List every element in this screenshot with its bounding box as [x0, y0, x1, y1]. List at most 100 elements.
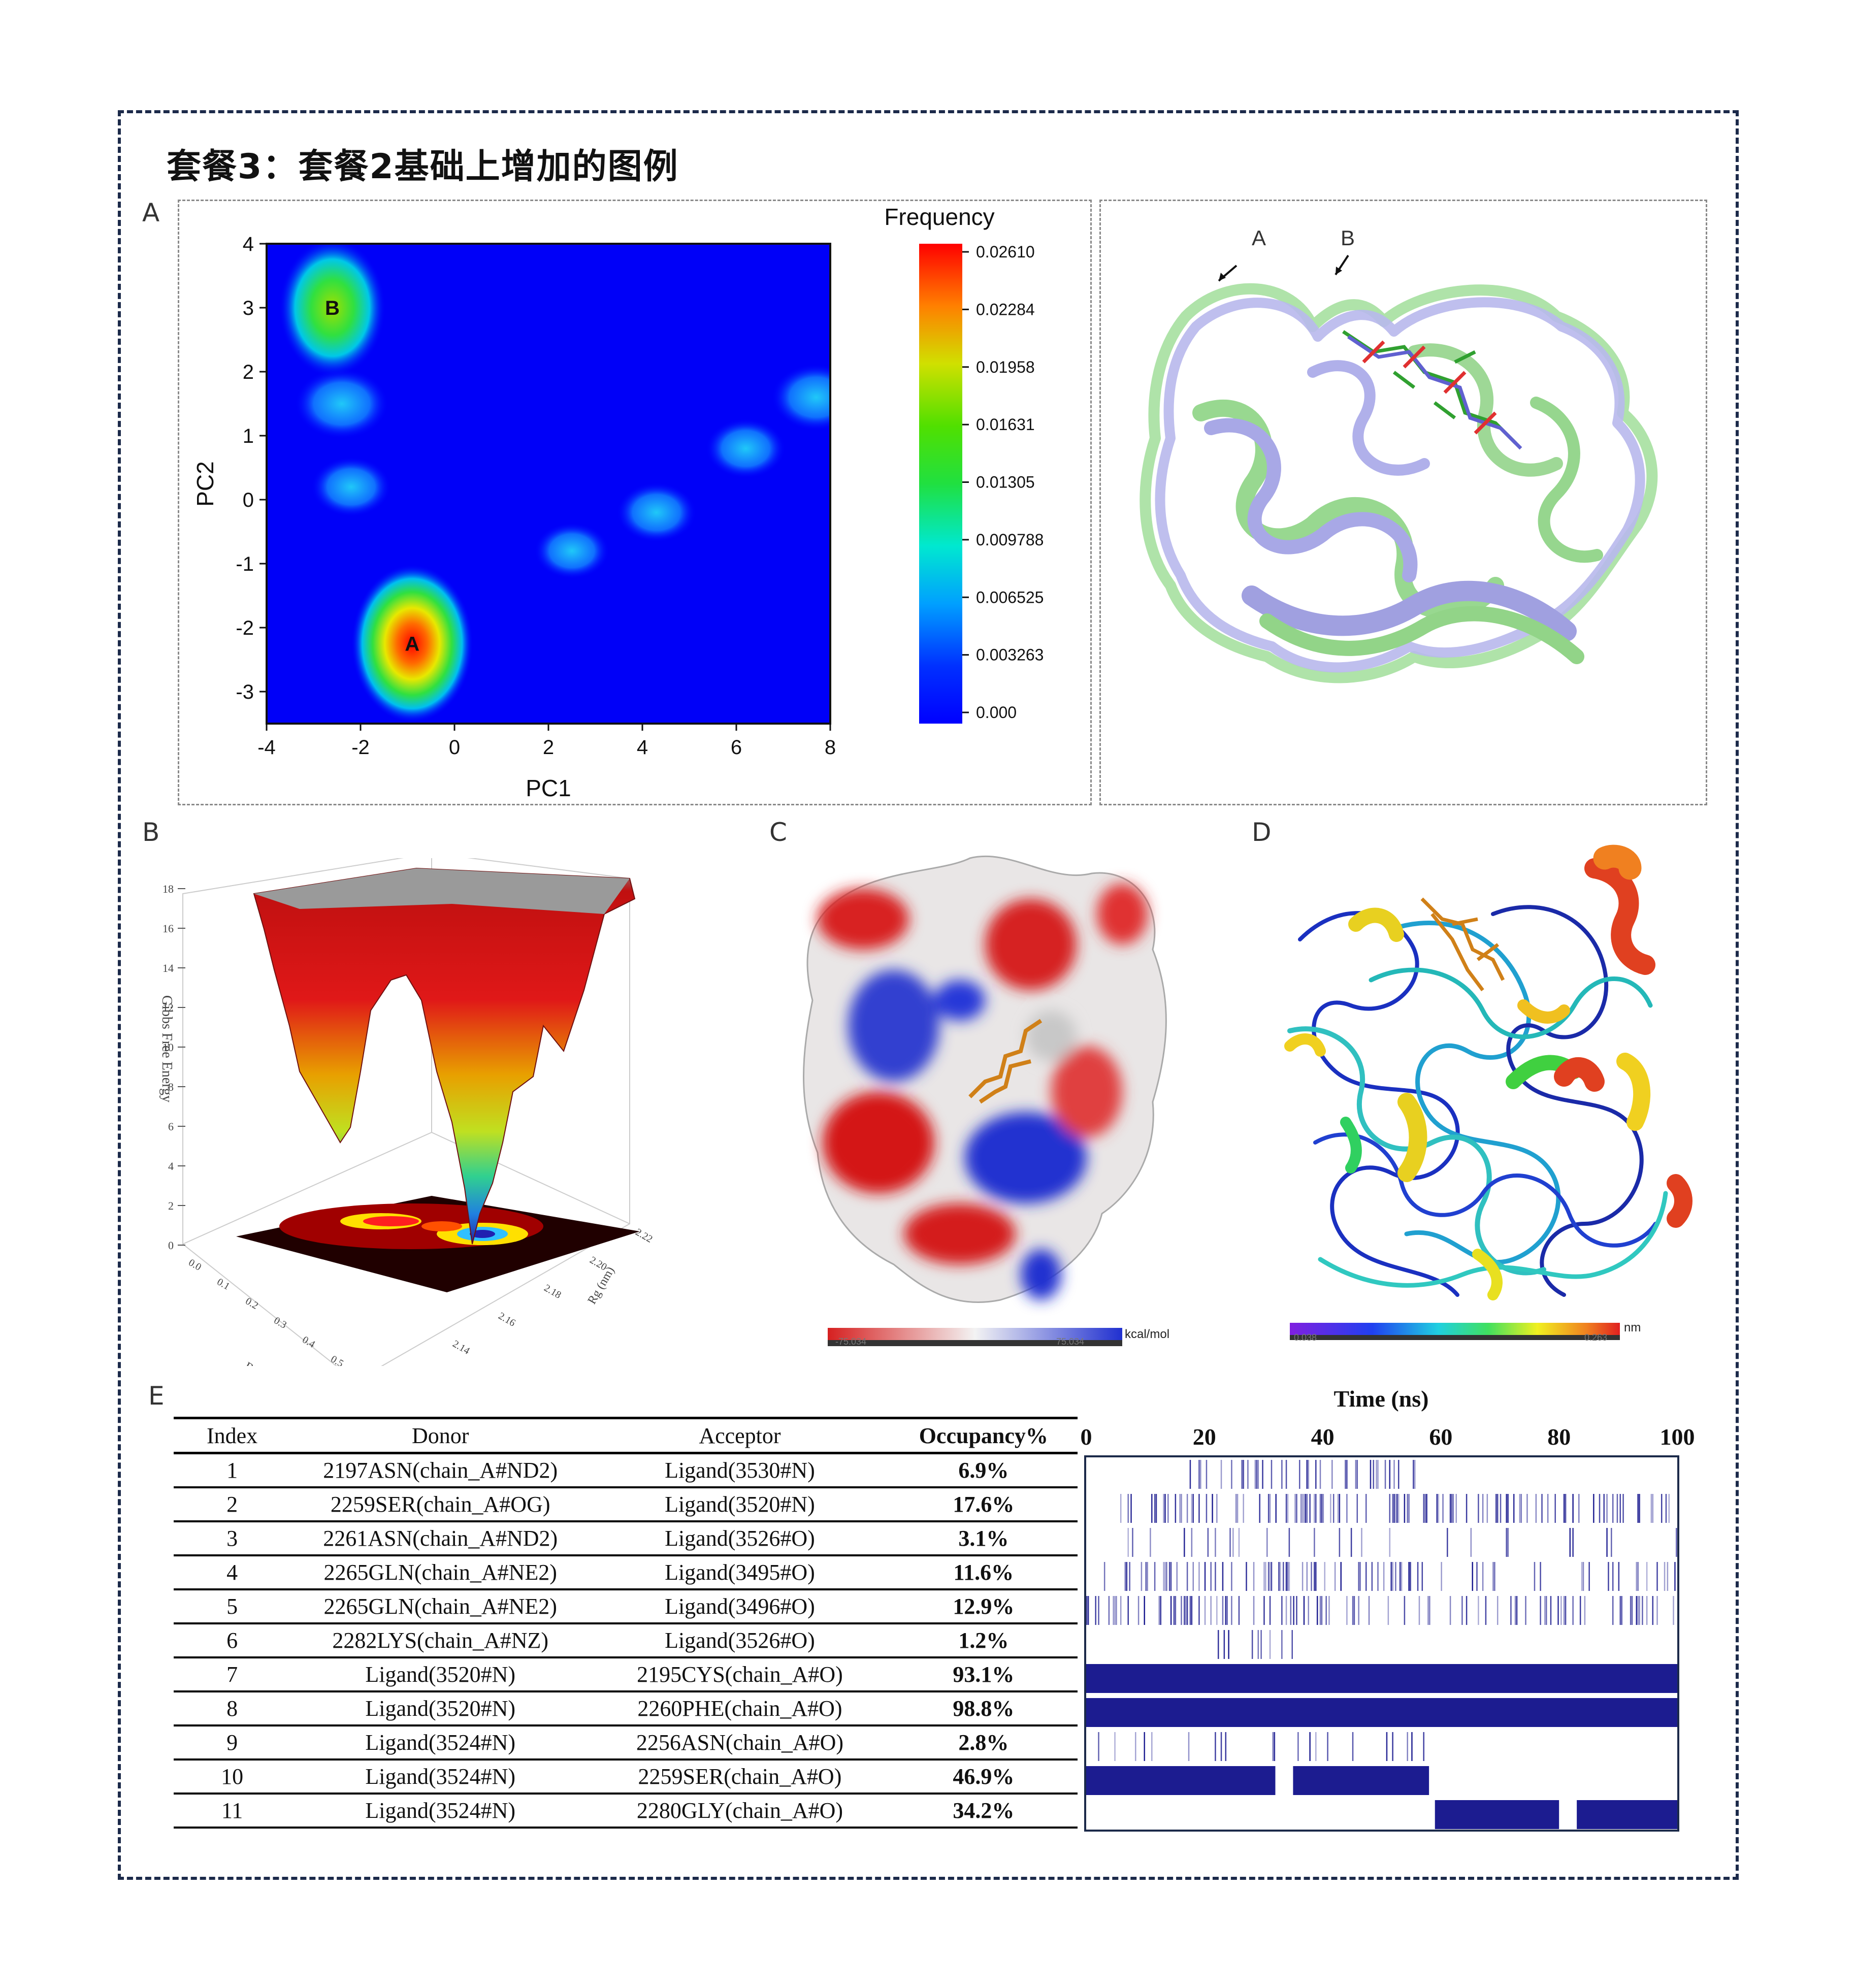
hbond-tick	[1314, 1494, 1315, 1523]
hbond-segment	[1577, 1800, 1677, 1829]
hbond-tick	[1251, 1630, 1253, 1659]
hbond-tick	[1198, 1460, 1200, 1489]
header-index: Index	[174, 1417, 291, 1454]
hbond-tick	[1243, 1460, 1244, 1489]
hbond-tick	[1098, 1596, 1099, 1625]
hbond-tick	[1192, 1562, 1194, 1591]
fel-z-label: Gibbs Free Energy	[159, 995, 175, 1102]
hbond-tick	[1257, 1630, 1259, 1659]
hbond-tick	[1408, 1494, 1410, 1523]
hbond-tick	[1311, 1562, 1312, 1591]
hbond-tick	[1291, 1630, 1293, 1659]
cell-index: 1	[174, 1453, 291, 1488]
hbond-tick	[1544, 1596, 1546, 1625]
y-tick-label: 4	[243, 233, 254, 255]
hbond-tick	[1229, 1528, 1231, 1557]
hbond-tick	[1253, 1596, 1255, 1625]
timeline-row	[1086, 1698, 1677, 1727]
x-tick-label: 8	[825, 736, 836, 759]
hbond-tick	[1319, 1596, 1321, 1625]
hbond-tick	[1189, 1460, 1191, 1489]
hbond-tick	[1383, 1562, 1385, 1591]
hbond-tick	[1191, 1494, 1193, 1523]
hbond-tick	[1429, 1596, 1430, 1625]
cell-index: 6	[174, 1623, 291, 1658]
hbond-tick	[1316, 1596, 1318, 1625]
hbond-tick	[1392, 1562, 1393, 1591]
cell-donor: 2259SER(chain_A#OG)	[290, 1487, 591, 1522]
hbond-tick	[1593, 1494, 1594, 1523]
hbond-tick	[1314, 1562, 1315, 1591]
fel-z-tick: 6	[168, 1120, 174, 1133]
hbond-tick	[1285, 1460, 1287, 1489]
hbond-tick	[1606, 1494, 1608, 1523]
hbond-tick	[1376, 1460, 1377, 1489]
hbond-tick	[1163, 1562, 1164, 1591]
hbond-tick	[1330, 1494, 1331, 1523]
hbond-tick	[1639, 1494, 1640, 1523]
hbond-tick	[1387, 1596, 1389, 1625]
electrostatic-surface: -75.034 75.034 kcal/mol	[803, 855, 1169, 1347]
table-row: 9 Ligand(3524#N) 2256ASN(chain_A#O) 2.8%	[174, 1725, 1078, 1761]
colorbar-tick-label: 0.009788	[976, 531, 1044, 549]
hbond-tick	[1150, 1528, 1151, 1557]
fel-z-tick: 8	[168, 1081, 174, 1093]
density-peak	[279, 244, 386, 377]
hbond-tick	[1269, 1596, 1271, 1625]
hbond-tick	[1359, 1562, 1361, 1591]
hbond-tick	[1321, 1596, 1323, 1625]
hbond-tick	[1421, 1562, 1423, 1591]
hbond-tick	[1220, 1732, 1222, 1761]
hbond-tick	[1328, 1596, 1330, 1625]
hbond-tick	[1269, 1630, 1271, 1659]
hbond-tick	[1418, 1596, 1420, 1625]
hbond-tick	[1350, 1528, 1352, 1557]
hbond-segment	[1086, 1766, 1276, 1795]
hbond-tick	[1393, 1494, 1395, 1523]
hbond-tick	[1315, 1460, 1317, 1489]
hbond-tick	[1127, 1528, 1129, 1557]
hbond-tick	[1303, 1596, 1305, 1625]
hbond-tick	[1637, 1494, 1639, 1523]
hbond-tick	[1441, 1562, 1442, 1591]
cell-donor: 2261ASN(chain_A#ND2)	[290, 1521, 591, 1556]
cell-acceptor: Ligand(3526#O)	[590, 1521, 890, 1556]
hbond-tick	[1265, 1562, 1266, 1591]
hbond-tick	[1485, 1596, 1487, 1625]
hbond-table: Index Donor Acceptor Occupancy% 1 2197ASN…	[174, 1417, 1078, 1829]
hbond-tick	[1145, 1562, 1147, 1591]
hbond-tick	[1215, 1528, 1216, 1557]
y-axis-label: PC2	[192, 461, 218, 506]
hbond-tick	[1272, 1732, 1274, 1761]
cell-occupancy: 6.9%	[889, 1453, 1078, 1488]
cell-donor: Ligand(3524#N)	[290, 1725, 591, 1761]
hbond-tick	[1423, 1732, 1424, 1761]
hbond-tick	[1126, 1562, 1128, 1591]
hbond-tick	[1151, 1732, 1153, 1761]
hbond-tick	[1410, 1562, 1411, 1591]
hbond-tick	[1619, 1494, 1621, 1523]
hbond-tick	[1305, 1494, 1307, 1523]
timeline-row	[1086, 1596, 1674, 1625]
hbond-tick	[1478, 1494, 1479, 1523]
hbond-tick	[1534, 1562, 1536, 1591]
hbond-tick	[1210, 1562, 1212, 1591]
hbond-tick	[1285, 1494, 1287, 1523]
hbond-tick	[1352, 1732, 1354, 1761]
hbond-tick	[1176, 1562, 1178, 1591]
hbond-tick	[1667, 1562, 1669, 1591]
hbond-tick	[1216, 1596, 1218, 1625]
peak-label: B	[325, 297, 340, 319]
hbond-tick	[1637, 1596, 1639, 1625]
hbond-tick	[1424, 1494, 1426, 1523]
hbond-tick	[1108, 1596, 1110, 1625]
cell-acceptor: Ligand(3495#O)	[590, 1555, 890, 1590]
hbond-tick	[1225, 1732, 1227, 1761]
hbond-tick	[1222, 1596, 1224, 1625]
hbond-tick	[1204, 1562, 1206, 1591]
hbond-tick	[1492, 1562, 1494, 1591]
hbond-tick	[1231, 1460, 1232, 1489]
hbond-tick	[1569, 1528, 1571, 1557]
hbond-tick	[1603, 1494, 1605, 1523]
hbond-tick	[1486, 1494, 1488, 1523]
